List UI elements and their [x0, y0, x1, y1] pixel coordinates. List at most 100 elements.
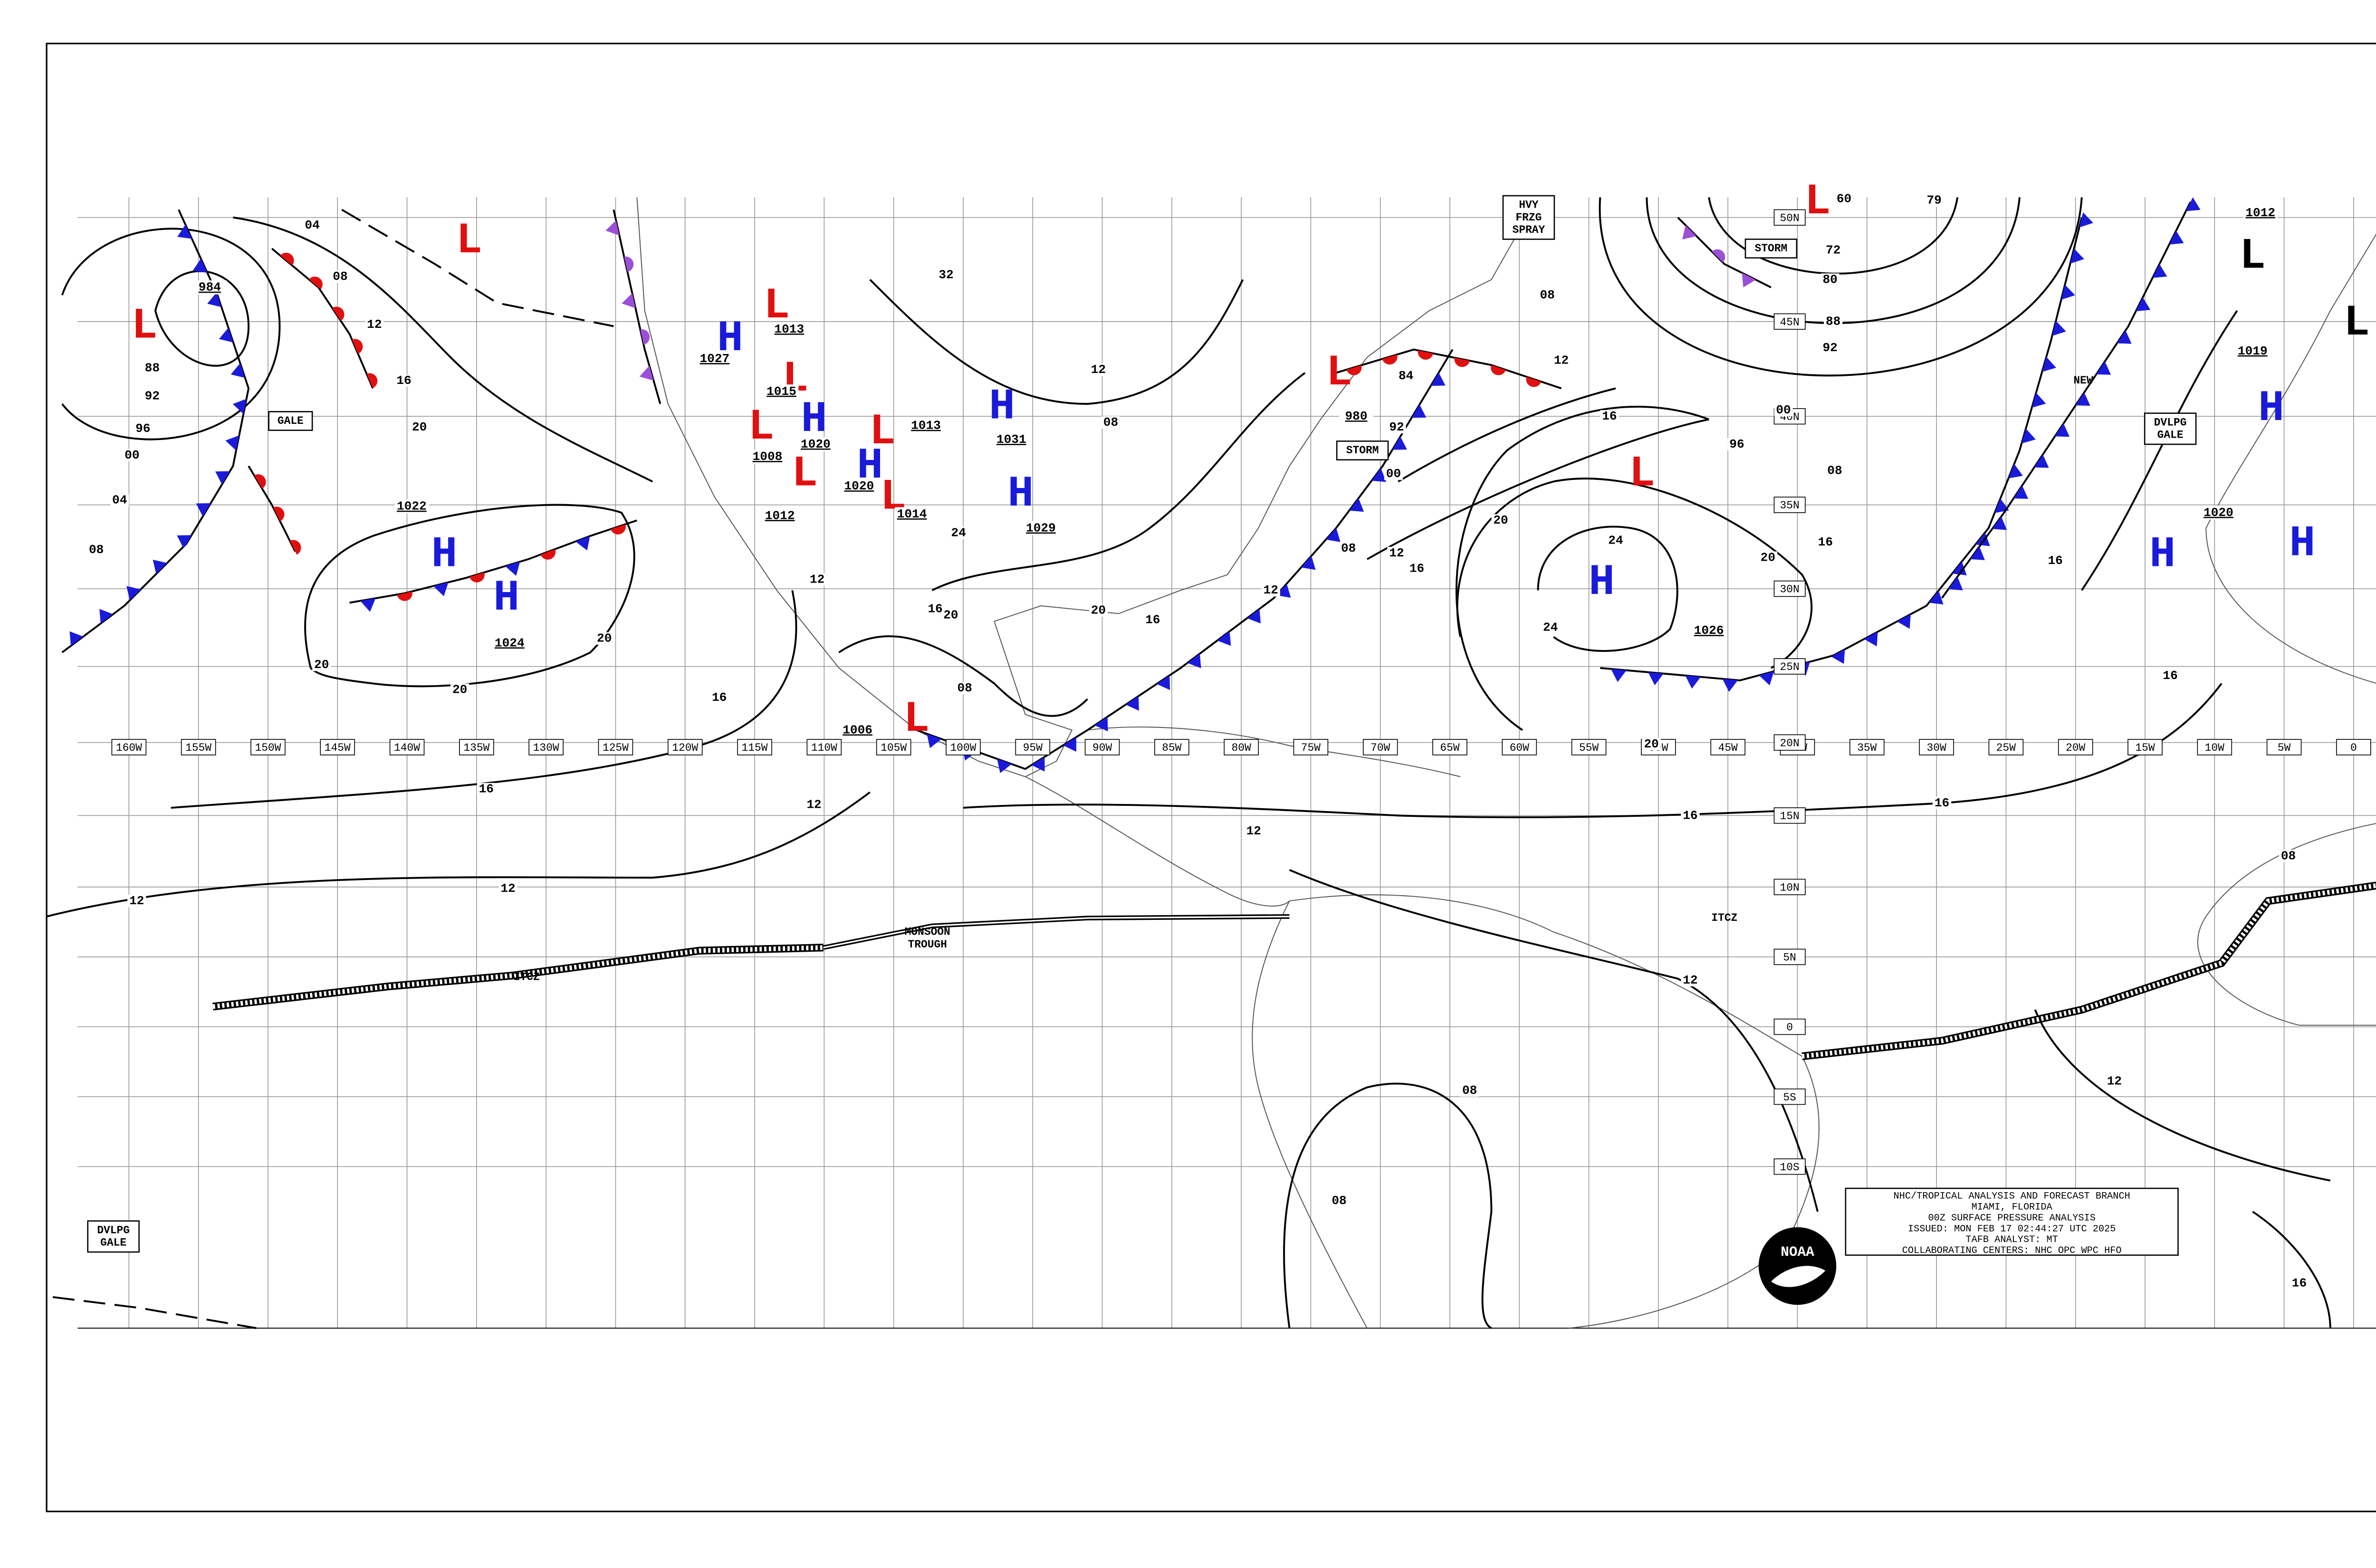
front-pip [2013, 485, 2029, 499]
front-pip [1301, 555, 1316, 570]
isobar-label: 12 [129, 894, 144, 908]
isobar-label-bg [1101, 416, 1121, 429]
pressure-center: L [456, 217, 482, 266]
isobar-label: 24 [1608, 534, 1623, 548]
pressure-value: 1020 [2204, 506, 2233, 520]
isobar-label: 16 [2163, 669, 2177, 683]
lat-label: 10N [1780, 881, 1800, 894]
front-pip [1722, 679, 1738, 692]
front-pip [99, 609, 114, 624]
lat-label-box [1773, 580, 1806, 597]
isobar-label: 20 [1761, 551, 1775, 565]
front-pip [1247, 609, 1261, 624]
pressure-value: 1012 [2245, 206, 2275, 220]
itcz-hatch [212, 945, 824, 1009]
isobar-label: 08 [1103, 415, 1118, 430]
isobar-label-bg [1600, 410, 1619, 423]
isobar-label-bg [1261, 584, 1280, 597]
isobar-label: 20 [314, 658, 329, 672]
lon-label: 25W [1996, 742, 2016, 754]
title-line: NHC/TROPICAL ANALYSIS AND FORECAST BRANC… [1894, 1191, 2130, 1202]
front-pip [2079, 212, 2093, 228]
front-pip [1992, 516, 2007, 530]
front-pip [289, 540, 301, 555]
front-pip [332, 306, 345, 321]
front-pip [1430, 373, 1446, 386]
pressure-value: 1022 [397, 499, 427, 514]
front-pip [2042, 357, 2056, 372]
front-line [1600, 217, 2083, 681]
isobar-label: 12 [2107, 1074, 2122, 1088]
isobar-label: 12 [1264, 583, 1278, 597]
isobar [61, 228, 281, 440]
lat-label: 45N [1780, 316, 1800, 328]
lat-label: 5N [1783, 952, 1796, 964]
front-pip [997, 759, 1012, 774]
isobar-label-bg [2046, 555, 2065, 567]
front-pip [2008, 464, 2023, 478]
lon-label-box [2336, 739, 2371, 755]
front-pip [640, 329, 650, 345]
pressure-value-bg [1024, 521, 1058, 535]
pressure-value: 1006 [843, 723, 872, 737]
pressure-value: 1008 [753, 449, 783, 464]
lon-label-box [946, 739, 981, 755]
isobar-label-bg [1681, 809, 1700, 822]
warning-box [1744, 239, 1798, 259]
lon-label: 15W [2135, 742, 2155, 754]
lat-label: 20N [1780, 737, 1800, 749]
lon-label: 35W [1857, 742, 1877, 754]
pressure-center: L [132, 302, 158, 351]
isobar-label: 12 [1246, 824, 1261, 838]
pressure-value: 1027 [699, 352, 729, 366]
warning-text: FRZG [1515, 211, 1542, 224]
isobar-label: 00 [1386, 467, 1401, 481]
isobar-label-bg [1143, 613, 1162, 626]
feature-label: MONSOON [905, 926, 950, 938]
isobar-label: 12 [1554, 353, 1569, 367]
isobar-label-bg [595, 632, 614, 645]
isobar-label-bg [1491, 514, 1510, 527]
lon-label: 30W [1927, 742, 1946, 754]
lon-label: 135W [463, 742, 489, 754]
fronts [52, 197, 2376, 1329]
title-line: TAFB ANALYST: MT [1965, 1234, 2058, 1245]
isobar-label-bg [110, 494, 129, 507]
isobar-label: 16 [1409, 561, 1424, 575]
isobar-label: 08 [333, 269, 347, 284]
front-pip [2075, 392, 2090, 406]
isobar-label: 92 [1822, 341, 1837, 355]
front-pip [1371, 468, 1387, 482]
isobar-label-bg [1932, 797, 1952, 810]
pressure-value: 1029 [1026, 521, 1056, 535]
lat-label-box [1773, 879, 1806, 895]
lat-lon-grid [77, 197, 2376, 1329]
pressure-center: H [1589, 558, 1615, 607]
front-pip [639, 365, 654, 381]
isobar-label-bg [1538, 289, 1557, 302]
noaa-logo [1758, 1227, 1837, 1305]
isobar-label: 08 [1462, 1083, 1477, 1098]
front-pip [366, 373, 378, 388]
isobar-label: 96 [1729, 437, 1744, 451]
front-pip [1349, 498, 1364, 512]
front-pip [2022, 428, 2036, 444]
front-pip [225, 435, 240, 451]
lon-label: 95W [1023, 742, 1043, 754]
front-pip [540, 549, 556, 560]
front-pip [2052, 321, 2066, 336]
lon-label: 75W [1301, 742, 1321, 754]
lat-label-box [1773, 1088, 1806, 1105]
isobar-label-bg [1387, 421, 1406, 434]
isobar-label-bg [1089, 604, 1108, 617]
front-pip [360, 598, 376, 612]
page-border [46, 42, 2376, 1512]
front-pip [1125, 696, 1139, 711]
isobar [171, 590, 797, 809]
isobar-label: 72 [1826, 243, 1840, 257]
pressure-value-bg [1339, 409, 1373, 423]
front-pip [232, 399, 247, 414]
feature-label: NEW [2073, 374, 2093, 387]
front-pip [2031, 392, 2046, 408]
lat-label: 35N [1780, 499, 1800, 512]
